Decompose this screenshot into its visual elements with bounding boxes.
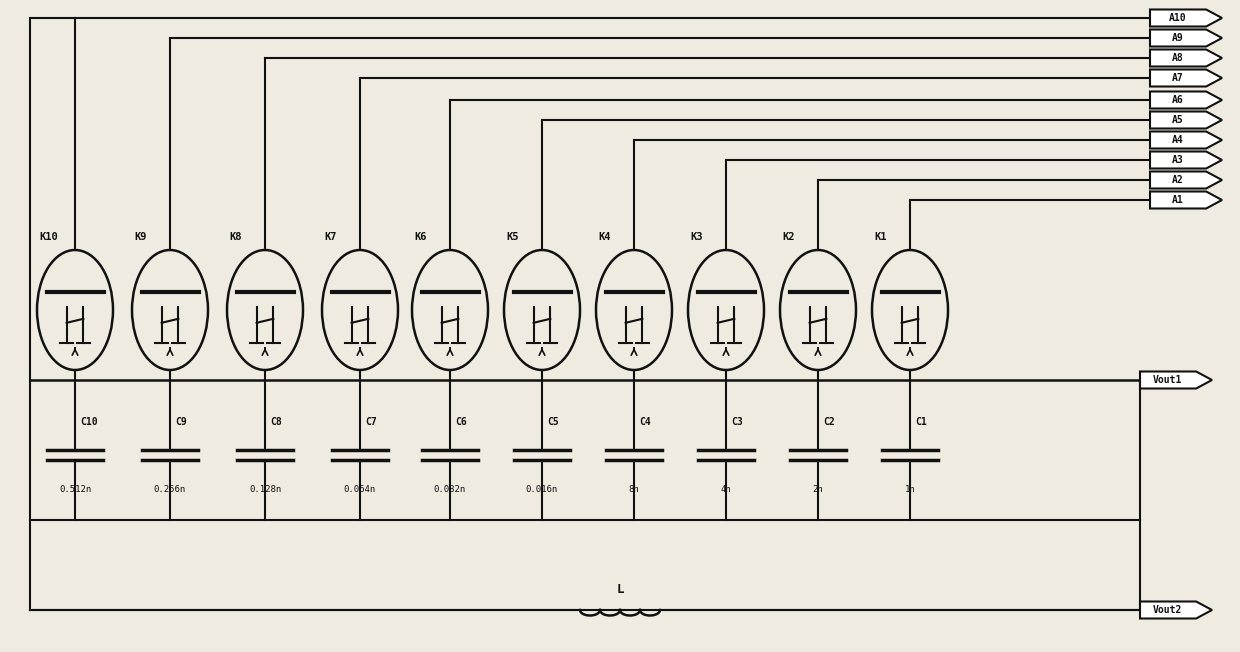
Text: 8n: 8n [629, 485, 640, 494]
Text: K2: K2 [782, 232, 795, 242]
Text: L: L [616, 583, 624, 596]
Text: K1: K1 [874, 232, 887, 242]
Polygon shape [1149, 70, 1221, 87]
Text: C6: C6 [455, 417, 466, 427]
Polygon shape [1149, 192, 1221, 209]
Polygon shape [1149, 50, 1221, 67]
Text: C2: C2 [823, 417, 835, 427]
Text: A7: A7 [1172, 73, 1183, 83]
Text: 0.128n: 0.128n [249, 485, 281, 494]
Text: A10: A10 [1168, 13, 1187, 23]
Text: 0.512n: 0.512n [58, 485, 91, 494]
Text: K7: K7 [324, 232, 336, 242]
Text: 0.032n: 0.032n [434, 485, 466, 494]
Text: K8: K8 [229, 232, 242, 242]
Text: 2n: 2n [812, 485, 823, 494]
Text: 1n: 1n [905, 485, 915, 494]
Text: 0.064n: 0.064n [343, 485, 376, 494]
Text: A9: A9 [1172, 33, 1183, 43]
Text: A2: A2 [1172, 175, 1183, 185]
Text: C8: C8 [270, 417, 281, 427]
Polygon shape [1140, 372, 1211, 389]
Text: A4: A4 [1172, 135, 1183, 145]
Text: K6: K6 [414, 232, 427, 242]
Text: 0.016n: 0.016n [526, 485, 558, 494]
Polygon shape [1149, 132, 1221, 149]
Text: 4n: 4n [720, 485, 732, 494]
Polygon shape [1149, 111, 1221, 128]
Text: C1: C1 [915, 417, 926, 427]
Text: K3: K3 [689, 232, 703, 242]
Text: Vout1: Vout1 [1153, 375, 1182, 385]
Text: K9: K9 [134, 232, 146, 242]
Text: C3: C3 [732, 417, 743, 427]
Text: A3: A3 [1172, 155, 1183, 165]
Text: C4: C4 [639, 417, 651, 427]
Polygon shape [1149, 151, 1221, 168]
Text: A5: A5 [1172, 115, 1183, 125]
Text: K4: K4 [598, 232, 610, 242]
Text: C5: C5 [547, 417, 559, 427]
Polygon shape [1149, 171, 1221, 188]
Text: 0.256n: 0.256n [154, 485, 186, 494]
Text: A1: A1 [1172, 195, 1183, 205]
Text: K10: K10 [38, 232, 58, 242]
Polygon shape [1149, 29, 1221, 46]
Text: Vout2: Vout2 [1153, 605, 1182, 615]
Text: C10: C10 [81, 417, 98, 427]
Text: A6: A6 [1172, 95, 1183, 105]
Polygon shape [1140, 602, 1211, 619]
Text: C7: C7 [365, 417, 377, 427]
Polygon shape [1149, 10, 1221, 27]
Polygon shape [1149, 91, 1221, 108]
Text: C9: C9 [175, 417, 187, 427]
Text: K5: K5 [506, 232, 518, 242]
Text: A8: A8 [1172, 53, 1183, 63]
